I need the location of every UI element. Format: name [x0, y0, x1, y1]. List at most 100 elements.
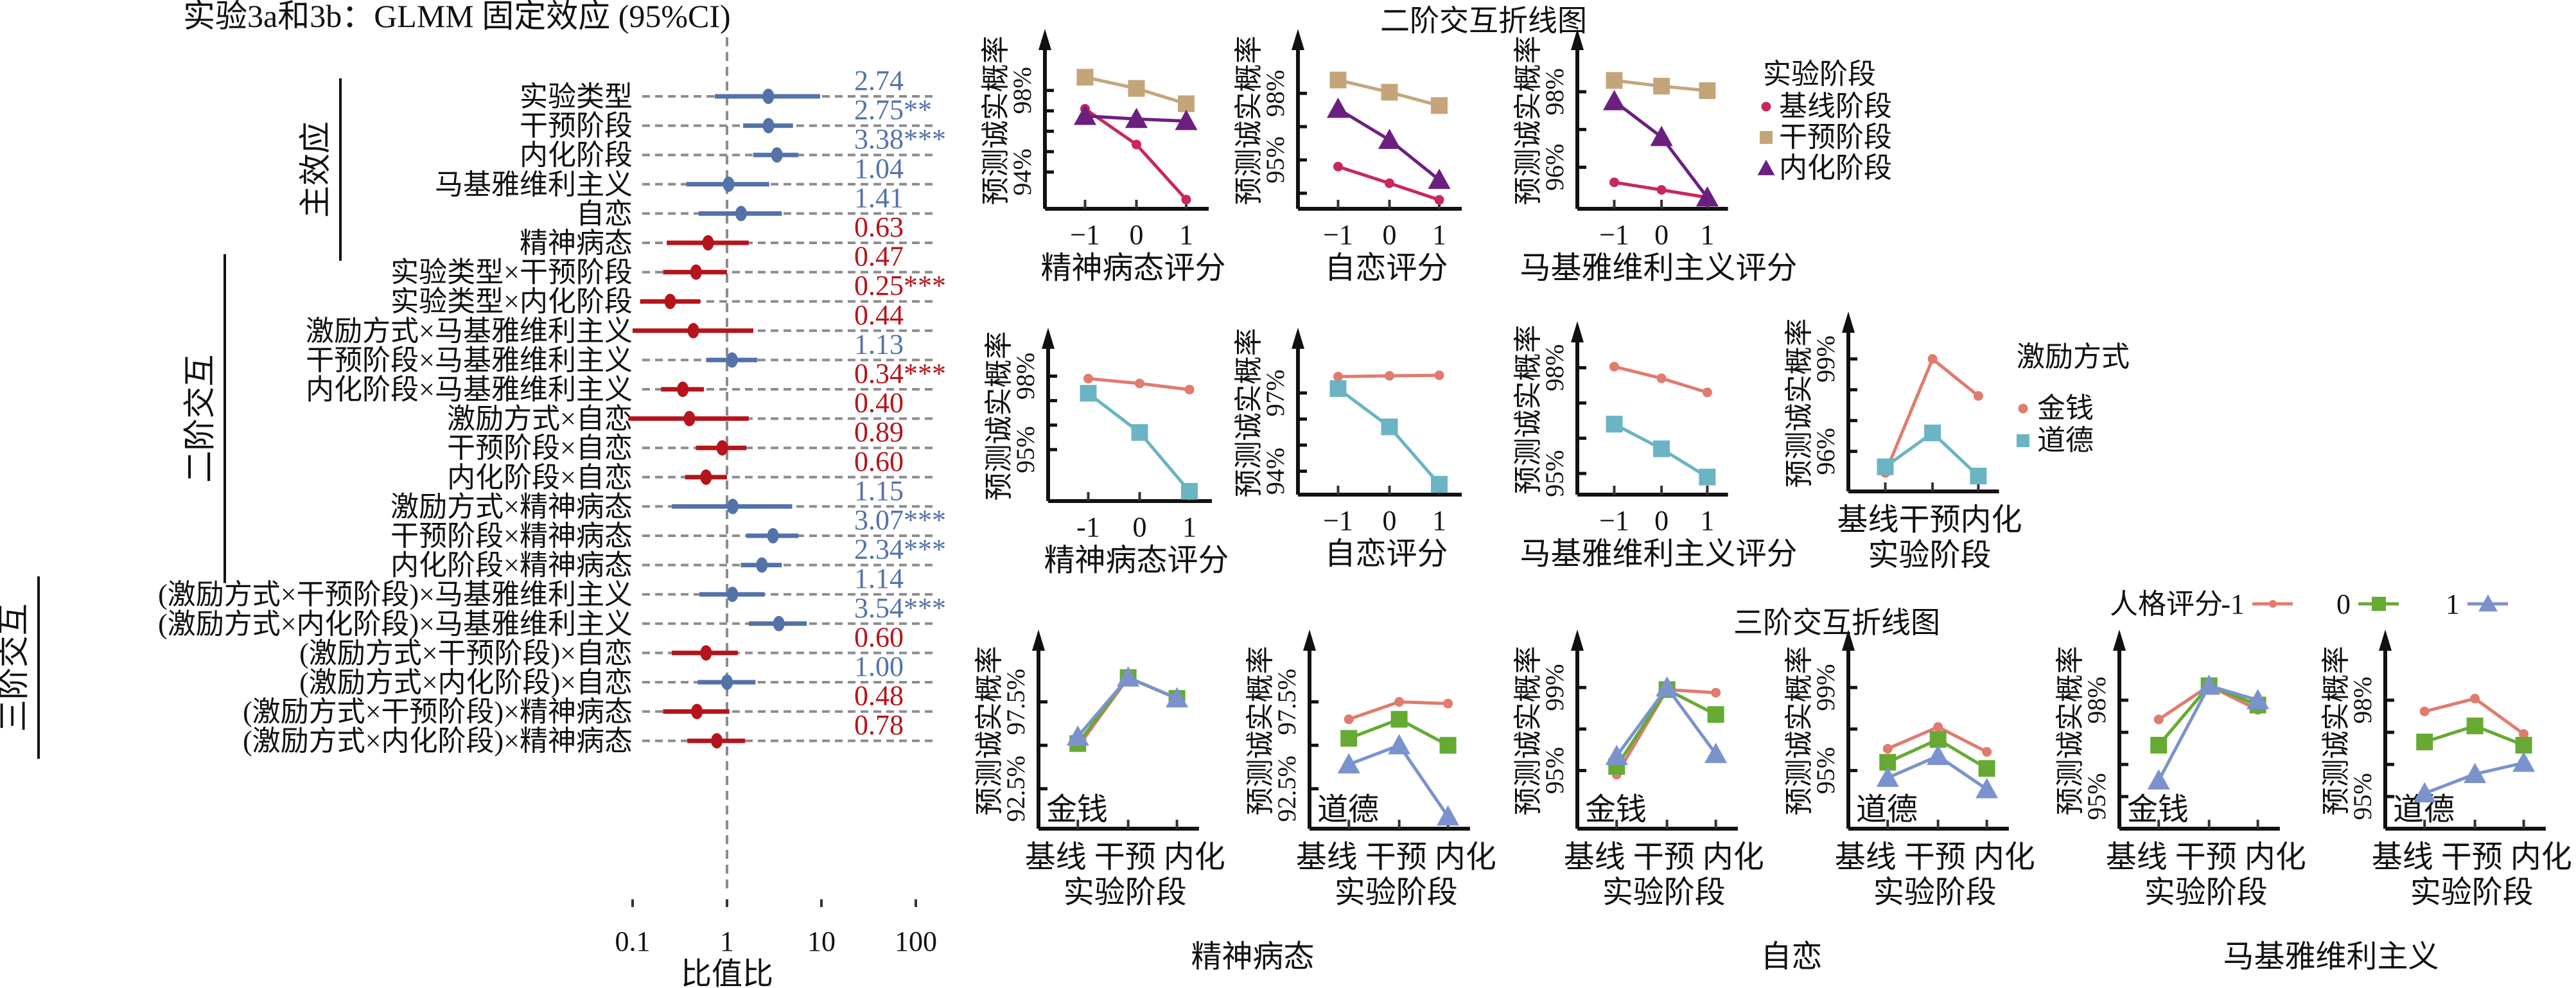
- data-point: [1184, 384, 1195, 394]
- forest-row: 内化阶段×自恋 0.60: [447, 446, 933, 493]
- legend-marker: [2017, 434, 2029, 447]
- series: [1344, 697, 1453, 725]
- forest-row: (激励方式×内化阶段)×精神病态 0.78: [243, 709, 933, 757]
- odds-ratio-label: 3.54***: [854, 592, 946, 624]
- y-tick-label: 94%: [1261, 448, 1290, 495]
- odds-ratio-label: 0.60: [854, 621, 904, 653]
- series: [1609, 362, 1712, 398]
- x-axis-label: 精神病态评分: [1044, 543, 1229, 578]
- forest-row: (激励方式×干预阶段)×自恋 0.60: [299, 621, 933, 669]
- data-point: [2413, 782, 2436, 803]
- forest-row: (激励方式×干预阶段)×精神病态 0.48: [243, 680, 933, 728]
- data-point: [1443, 698, 1453, 709]
- legend-marker: [2018, 403, 2028, 414]
- data-point: [2512, 751, 2536, 772]
- point-estimate: [762, 118, 775, 134]
- point-estimate: [716, 440, 728, 456]
- row-label: 干预阶段×自恋: [447, 432, 633, 464]
- data-point: [1924, 424, 1941, 441]
- data-point: [1329, 71, 1347, 89]
- y-axis-label: 预测诚实概率: [2055, 646, 2086, 816]
- odds-ratio-label: 0.89: [854, 416, 904, 448]
- y-tick-label: 92.5%: [1001, 755, 1030, 822]
- row-label: 干预阶段×马基雅维利主义: [306, 344, 633, 376]
- data-point: [1381, 84, 1398, 101]
- data-point: [1609, 177, 1619, 188]
- data-point: [1434, 195, 1444, 205]
- data-point: [1431, 475, 1448, 493]
- data-point: [2150, 737, 2168, 754]
- legend-marker: [2269, 600, 2277, 608]
- data-point: [1428, 168, 1451, 190]
- y-tick-label: 98%: [2348, 676, 2377, 723]
- odds-ratio-label: 1.13: [854, 328, 904, 360]
- point-estimate: [726, 352, 738, 368]
- odds-ratio-label: 0.47: [854, 241, 904, 272]
- forest-row: 实验类型×干预阶段 0.47: [390, 241, 933, 288]
- series: [1326, 97, 1451, 190]
- series: [1083, 373, 1195, 394]
- row-label: (激励方式×干预阶段)×精神病态: [243, 696, 633, 728]
- y-axis-label: 预测诚实概率: [980, 36, 1012, 206]
- point-estimate: [735, 206, 747, 222]
- series: [1066, 666, 1189, 746]
- row-label: 干预阶段: [520, 110, 633, 142]
- panel-tag: 道德: [1856, 793, 1918, 827]
- odds-ratio-label: 0.78: [854, 709, 904, 741]
- x-tick-label: −1: [1323, 505, 1353, 536]
- series-line: [1615, 687, 1717, 768]
- data-point: [1437, 805, 1460, 826]
- odds-ratio-label: 1.00: [854, 651, 904, 682]
- point-estimate: [690, 264, 702, 280]
- row-label: (激励方式×干预阶段)×自恋: [299, 637, 633, 669]
- forest-plot: 实验类型 2.74 干预阶段 2.75** 内化阶段 3.38*** 马基雅维利主义 1.04…: [0, 37, 946, 988]
- data-point: [1066, 725, 1089, 746]
- x-tick-label: 0: [1654, 219, 1669, 251]
- x-tick-label: 1: [1432, 219, 1446, 251]
- figure-title: 实验3a和3b：GLMM 固定效应 (95%CI): [183, 0, 731, 34]
- row-label: 实验类型: [520, 81, 633, 112]
- y-tick-label: 95%: [1540, 747, 1569, 794]
- y-tick-label: 96%: [1811, 428, 1840, 475]
- legend-marker: [2478, 594, 2498, 612]
- three-way-title: 三阶交互折线图: [1733, 606, 1940, 639]
- y-tick-label: 98%: [1011, 353, 1040, 400]
- x-tick-label: 1: [1179, 219, 1193, 251]
- y-axis-label: 预测诚实概率: [1512, 325, 1544, 495]
- panel-group-label: 精神病态: [1191, 940, 1314, 974]
- data-point: [2515, 737, 2532, 754]
- series: [2413, 751, 2536, 803]
- data-point: [1326, 97, 1350, 118]
- row-label: 干预阶段×精神病态: [390, 520, 633, 552]
- y-axis-label: 预测诚实概率: [2320, 646, 2352, 816]
- row-label: 内化阶段×自恋: [447, 462, 633, 493]
- data-point: [1656, 676, 1679, 697]
- point-estimate: [721, 675, 733, 690]
- data-point: [1073, 104, 1097, 125]
- panel-group-label: 自恋: [1760, 940, 1822, 974]
- x-tick-label: −1: [1599, 219, 1629, 251]
- y-axis-label: 预测诚实概率: [1512, 646, 1544, 816]
- x-axis-label: 实验阶段: [1868, 538, 1991, 572]
- data-point: [2198, 674, 2221, 695]
- series: [1333, 161, 1444, 205]
- point-estimate: [683, 410, 696, 427]
- data-point: [1704, 743, 1728, 763]
- data-point: [1344, 714, 1354, 725]
- x-tick-label: 1: [1700, 505, 1714, 536]
- data-point: [1650, 125, 1673, 146]
- y-axis-label: 预测诚实概率: [1245, 646, 1276, 816]
- x-axis-label: 实验阶段: [1064, 876, 1187, 910]
- point-estimate: [687, 322, 699, 339]
- data-point: [2466, 718, 2484, 734]
- y-axis-label: 预测诚实概率: [1783, 319, 1815, 488]
- x-tick-label: −1: [1323, 219, 1353, 251]
- data-point: [1933, 722, 1943, 732]
- legend-title: 激励方式: [2017, 341, 2130, 373]
